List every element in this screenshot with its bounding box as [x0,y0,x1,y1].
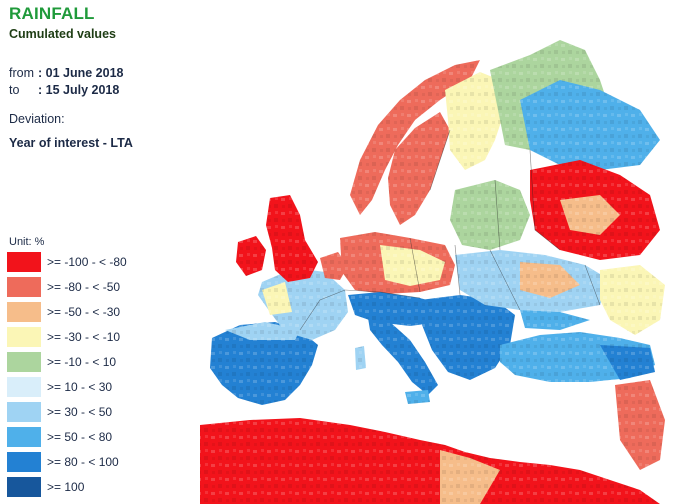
legend-item: >= -80 - < -50 [7,277,207,301]
region-texture [405,390,430,404]
border-line [429,129,451,191]
legend-label: >= -30 - < -10 [47,330,121,344]
border-line [299,289,346,331]
legend-swatch [7,402,41,422]
legend-label: >= -100 - < -80 [47,255,127,269]
legend-label: >= 50 - < 80 [47,430,113,444]
border-line [529,149,561,251]
legend-item: >= -50 - < -30 [7,302,207,326]
deviation-label: Deviation: [9,112,65,126]
to-date: : 15 July 2018 [38,83,120,97]
region-texture [520,310,590,330]
legend-item: >= -100 - < -80 [7,252,207,276]
legend-label: >= 100 [47,480,85,494]
legend-label: >= 30 - < 50 [47,405,113,419]
legend-swatch [7,427,41,447]
region-texture [262,282,292,315]
legend-swatch [7,377,41,397]
legend-label: >= 10 - < 30 [47,380,113,394]
border-line [454,244,461,296]
border-line [494,179,501,251]
region-texture [350,60,480,215]
land-regions [200,40,665,504]
region-texture [450,180,530,250]
region-texture [600,345,655,380]
from-label: from [9,66,34,80]
region-texture [615,380,665,470]
legend-item: >= 10 - < 30 [7,377,207,401]
map-subtitle: Cumulated values [9,27,116,41]
legend-item: >= 80 - < 100 [7,452,207,476]
legend-label: >= -80 - < -50 [47,280,121,294]
border-line [409,237,421,293]
country-borders [299,129,601,331]
legend-item: >= -10 - < 10 [7,352,207,376]
region-texture [445,72,505,170]
legend-swatch [7,327,41,347]
legend-swatch [7,252,41,272]
region-texture [368,318,438,395]
legend-label: >= -50 - < -30 [47,305,121,319]
border-line [584,264,601,306]
border-line [489,249,521,311]
region-texture [210,322,318,405]
legend-item: >= -30 - < -10 [7,327,207,351]
legend-item: >= 100 [7,477,207,501]
region-texture [520,262,580,298]
region-texture [520,80,660,170]
region-texture [355,346,366,370]
from-date: : 01 June 2018 [38,66,124,80]
legend-swatch [7,452,41,472]
legend-label: >= -10 - < 10 [47,355,117,369]
region-texture [560,195,620,235]
region-texture [380,245,445,286]
legend-swatch [7,352,41,372]
legend-item: >= 30 - < 50 [7,402,207,426]
deviation-value: Year of interest - LTA [9,136,133,150]
to-label: to [9,83,20,97]
region-texture [320,252,348,280]
region-texture [440,450,500,504]
region-texture [200,418,660,504]
region-texture [388,112,450,225]
border-line [344,289,421,299]
legend-label: >= 80 - < 100 [47,455,119,469]
region-texture [600,265,665,335]
region-texture [420,295,515,380]
legend-swatch [7,302,41,322]
map-title: RAINFALL [9,4,95,23]
unit-label: Unit: % [9,236,45,248]
legend-item: >= 50 - < 80 [7,427,207,451]
legend-swatch [7,477,41,497]
legend-swatch [7,277,41,297]
region-texture [236,236,266,276]
region-texture [266,195,318,282]
